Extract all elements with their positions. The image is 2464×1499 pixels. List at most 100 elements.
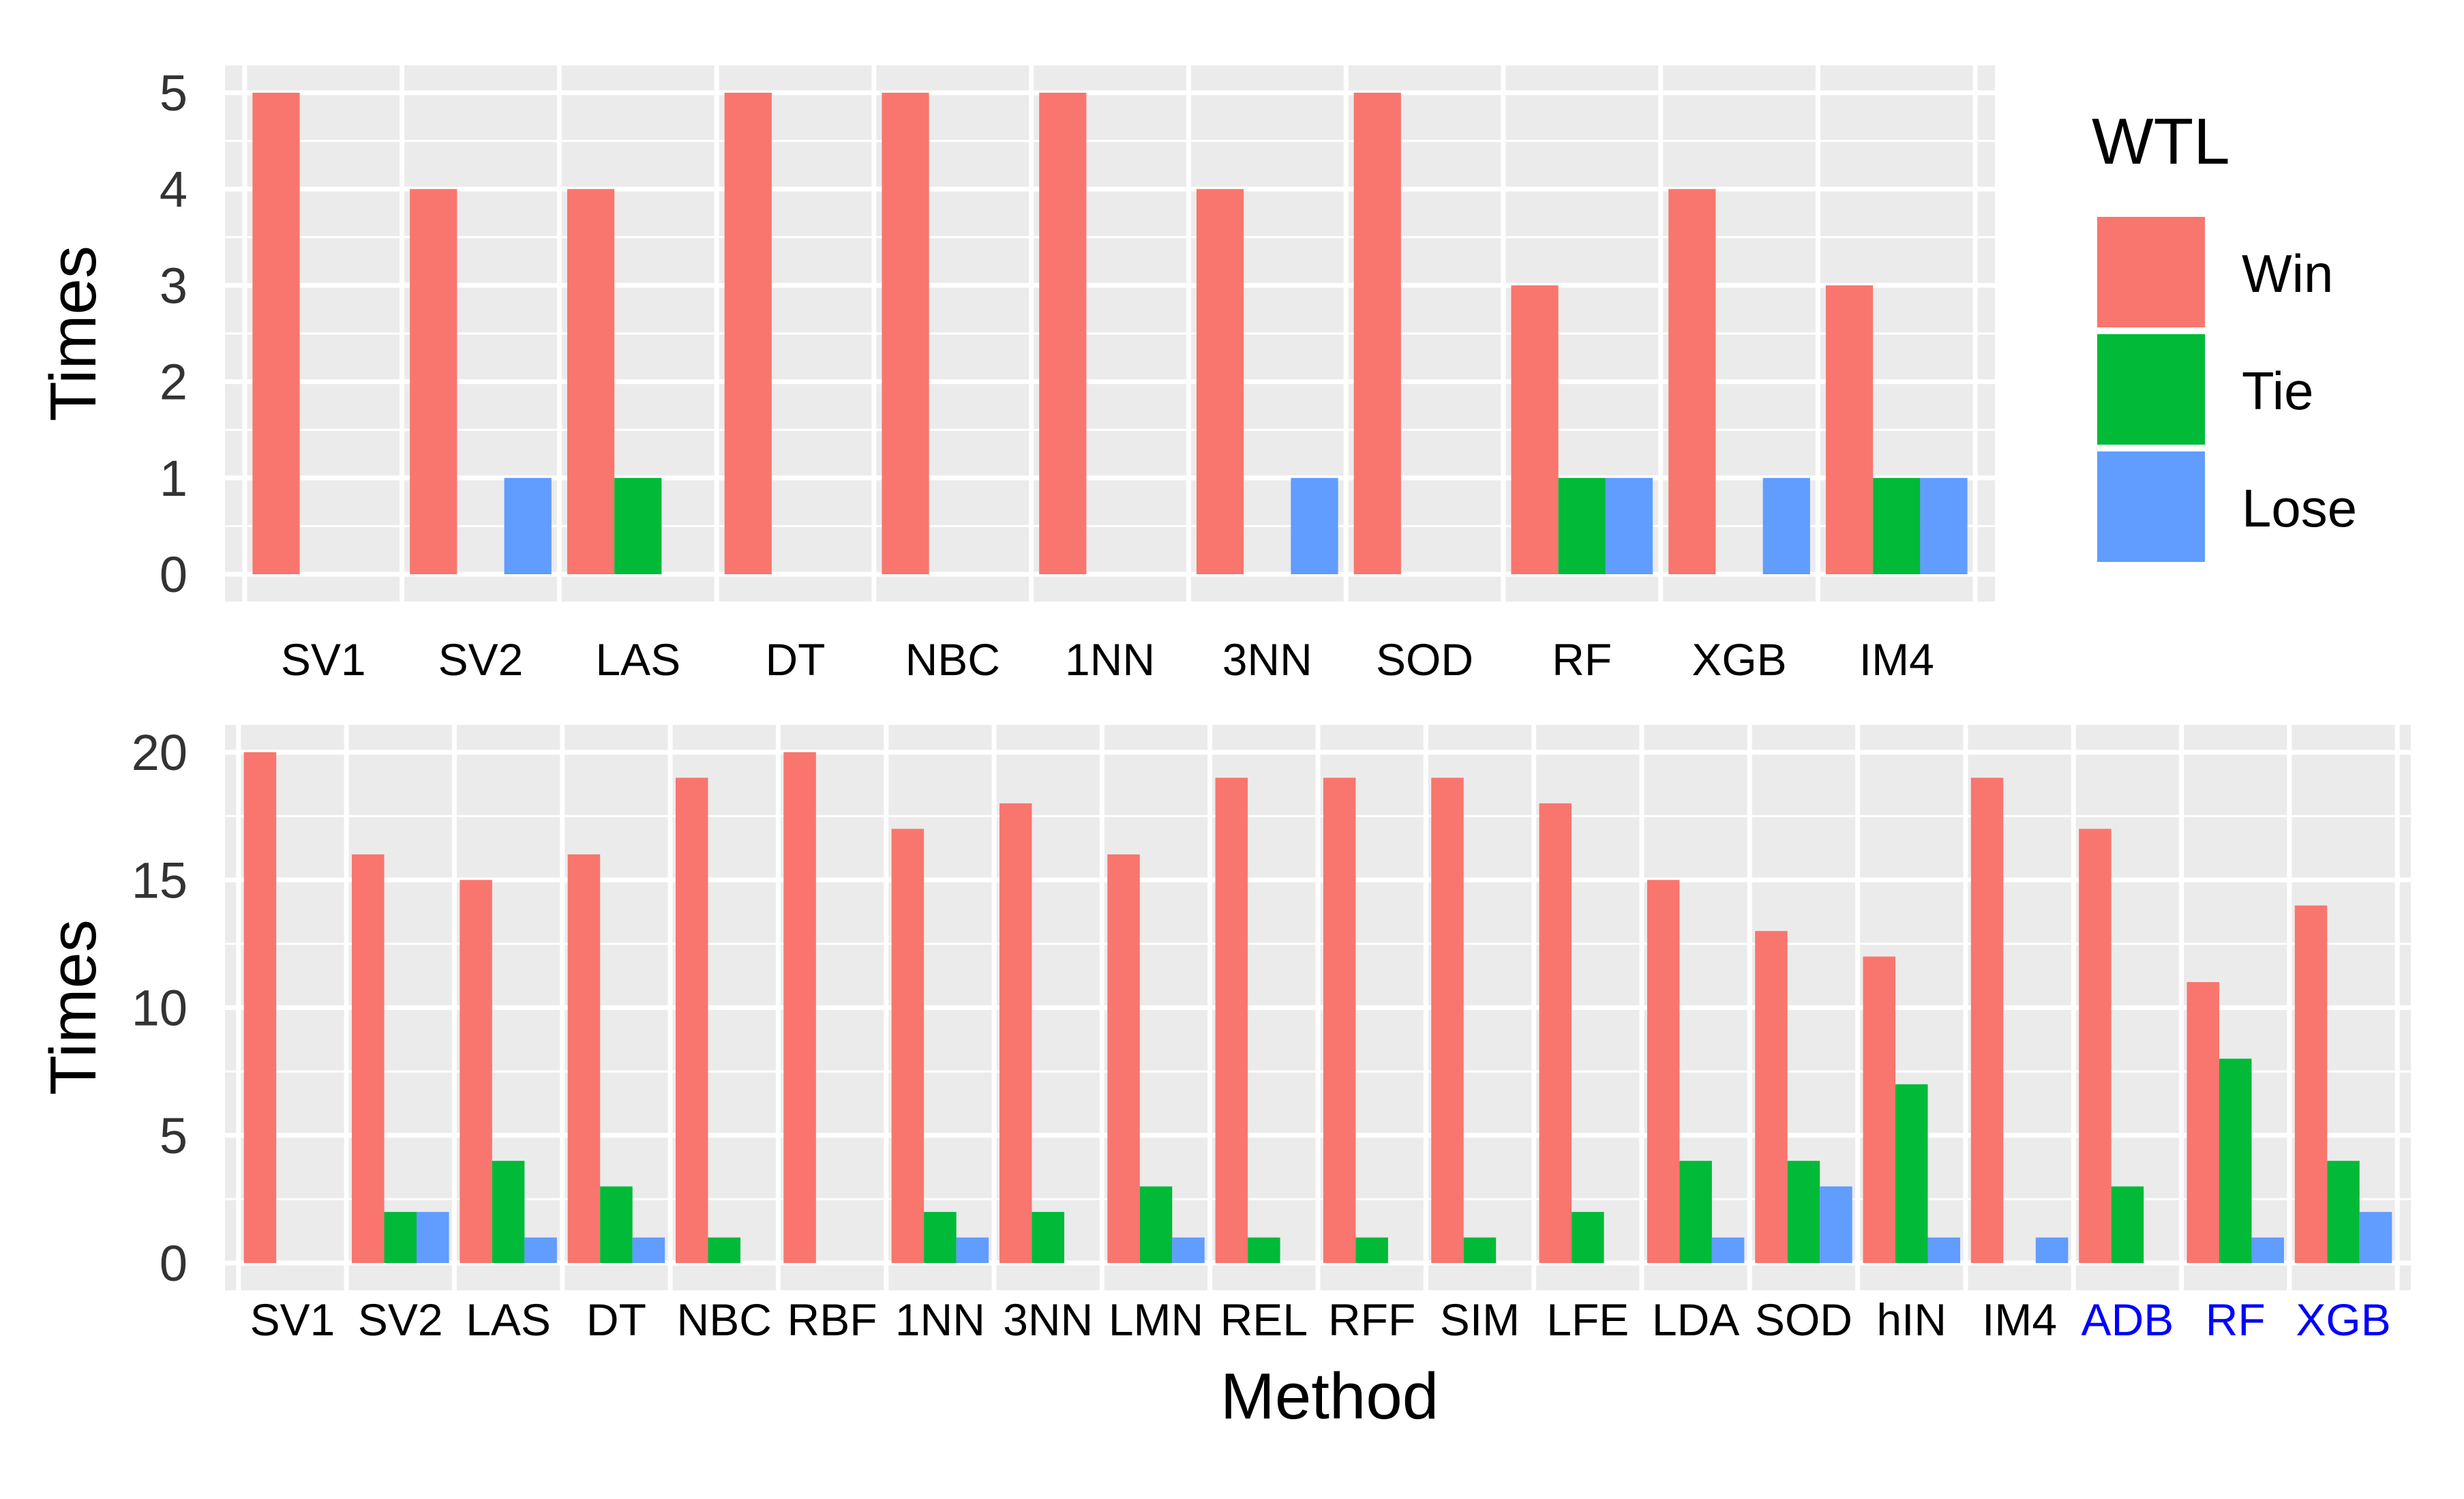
bar-lose-hin [1927,1237,1961,1263]
bar-lose-sv2 [417,1212,449,1263]
bar-win-las [460,880,492,1263]
x-tick-label: LMN [1109,1294,1203,1345]
bar-lose-lda [1711,1237,1745,1263]
bar-win-3nn [1196,189,1244,574]
bar-lose-3nn [1291,477,1338,574]
y-tick-label: 3 [160,257,187,314]
legend-key-lose [2097,451,2205,562]
bottom-chart-panel: 0 5 10 15 20 SV1 SV2 LAS DT NBC RBF 1NN 3NN LMN REL RFF… [37,724,2411,1433]
legend-title: WTL [2092,105,2230,178]
x-tick-label: IM4 [1859,634,1934,685]
bar-lose-xgb [1762,477,1810,574]
bar-win-sim [1431,777,1464,1263]
bar-win-sv1 [252,93,300,574]
x-tick-label: XGB [1692,634,1786,685]
bar-win-rff [1323,777,1356,1263]
y-axis-label: Times [37,246,110,421]
bar-tie-lda [1679,1161,1712,1263]
bar-lose-rf [2251,1237,2284,1263]
x-tick-label: SV2 [358,1294,443,1345]
bar-lose-1nn [956,1237,989,1263]
x-tick-label: hIN [1876,1294,1947,1345]
bar-tie-3nn [1032,1212,1064,1263]
x-tick-label: DT [586,1294,646,1345]
bar-win-dt [724,93,772,574]
top-chart-panel: 0 1 2 3 4 5 SV1 SV2 LAS DT NBC 1NN 3NN SOD RF XGB IM4 Tim… [37,65,1995,685]
x-tick-label: ADB [2082,1294,2174,1345]
x-tick-label: IM4 [1982,1294,2057,1345]
bar-win-hin [1863,956,1896,1263]
bar-lose-lmn [1172,1237,1205,1263]
x-tick-label: RF [2206,1294,2266,1345]
y-tick-label: 0 [160,1235,187,1292]
bar-win-im4 [1970,777,2004,1263]
bar-win-sv2 [410,189,457,574]
y-tick-label: 15 [132,852,187,908]
bar-win-sod [1353,93,1401,574]
bar-win-nbc [675,777,708,1263]
x-tick-label: REL [1220,1294,1308,1345]
x-tick-label: NBC [905,634,1000,685]
x-tick-label: SV2 [438,634,524,685]
bar-lose-xgb [2359,1212,2392,1263]
legend-label-tie: Tie [2242,361,2313,421]
y-tick-label: 10 [132,980,187,1037]
legend-key-tie [2097,334,2205,445]
y-tick-label: 20 [132,724,187,781]
bar-lose-dt [632,1237,665,1263]
x-axis-label: Method [1220,1360,1439,1433]
x-tick-label: XGB [2296,1294,2390,1345]
x-tick-label: NBC [677,1294,772,1345]
y-tick-label: 1 [160,450,187,507]
x-tick-label: LFE [1546,1294,1629,1345]
legend-key-win [2097,217,2205,327]
x-tick-label: 3NN [1222,634,1312,685]
legend-label-lose: Lose [2242,478,2357,538]
x-tick-label: 1NN [1065,634,1155,685]
bar-tie-las [492,1161,525,1263]
x-tick-label: DT [765,634,825,685]
bar-tie-adb [2111,1186,2144,1263]
bar-lose-sv2 [504,477,552,574]
y-tick-label: 5 [160,1108,187,1164]
bar-tie-rff [1355,1237,1388,1263]
bar-win-dt [567,854,601,1263]
x-tick-label: SV1 [250,1294,335,1345]
bar-win-las [567,189,615,574]
x-tick-label: RF [1552,634,1612,685]
bar-win-1nn [891,829,925,1263]
bar-tie-im4 [1873,477,1921,574]
bar-lose-sod [1820,1186,1852,1263]
bar-lose-im4 [2035,1237,2069,1263]
bar-lose-las [524,1237,557,1263]
x-tick-label: LAS [466,1294,551,1345]
bar-tie-sv2 [384,1212,417,1263]
x-tick-label: SIM [1440,1294,1520,1345]
bar-tie-lfe [1572,1212,1604,1263]
y-tick-label: 2 [160,354,187,411]
bar-win-xgb [2294,905,2328,1263]
y-axis-label: Times [37,919,110,1095]
x-tick-label: 3NN [1003,1294,1093,1345]
bar-tie-rel [1248,1237,1280,1263]
bar-win-rf [1511,285,1559,574]
bar-tie-1nn [924,1212,957,1263]
y-tick-label: 5 [160,65,187,121]
bar-win-sv1 [243,752,277,1263]
bar-win-im4 [1825,285,1874,574]
bar-lose-im4 [1920,477,1968,574]
bar-tie-hin [1895,1084,1928,1263]
bar-win-3nn [999,803,1032,1263]
bar-win-rbf [783,752,816,1263]
x-tick-label: RBF [787,1294,877,1345]
bar-win-rf [2187,982,2219,1263]
bar-win-adb [2079,829,2112,1263]
bar-tie-sod [1787,1161,1820,1263]
bar-win-1nn [1039,93,1087,574]
x-tick-label: SOD [1376,634,1473,685]
legend: WTL Win Tie Lose [2092,105,2357,562]
x-tick-label: LDA [1652,1294,1739,1345]
bar-win-sv2 [352,854,385,1263]
bar-win-lfe [1539,803,1572,1263]
